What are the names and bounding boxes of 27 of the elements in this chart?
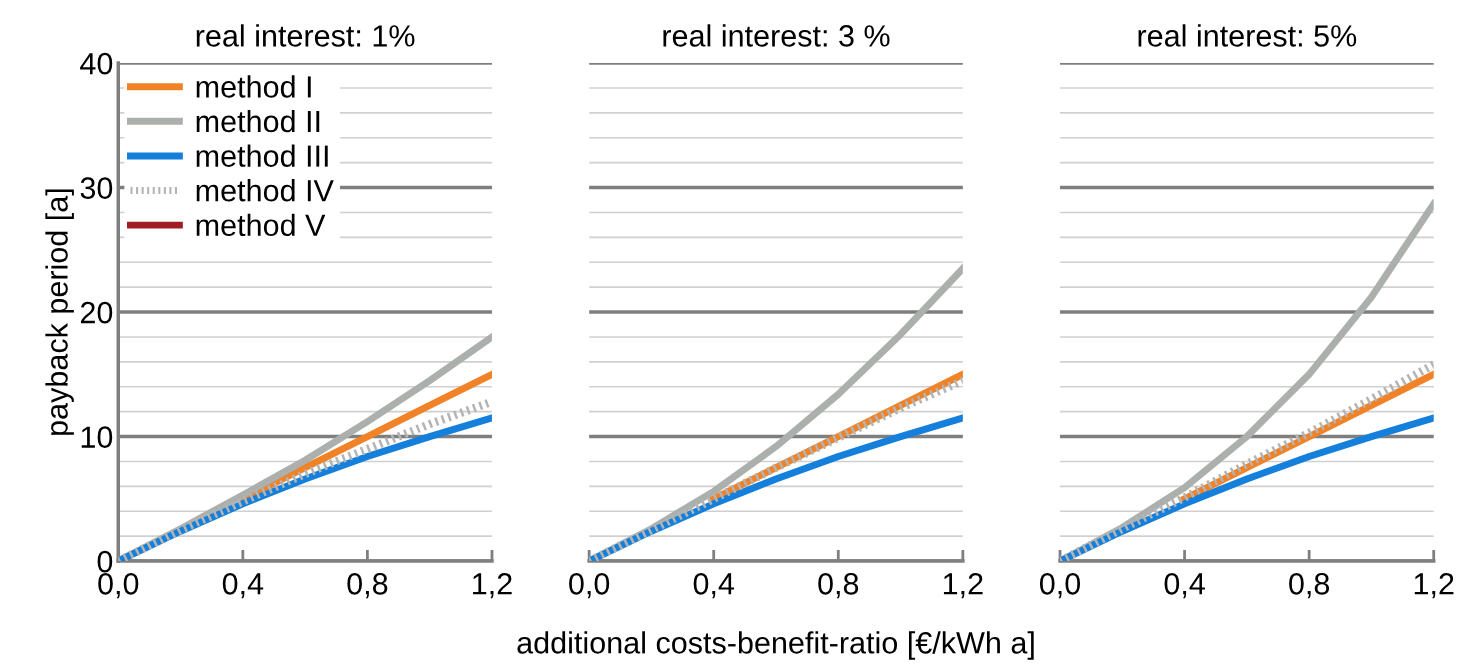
- x-axis-title: additional costs-benefit-ratio [€/kWh a]: [517, 631, 1034, 660]
- x-tick-label: 1,2: [1414, 573, 1454, 599]
- x-tick-label: 0,0: [1039, 573, 1081, 599]
- y-tick-label: 20: [80, 301, 113, 324]
- legend-label: method I: [196, 75, 311, 98]
- x-tick-label: 0,4: [1164, 573, 1205, 599]
- x-tick-label: 0,4: [222, 573, 264, 599]
- x-tick-label: 0,4: [693, 573, 735, 599]
- legend-label: method IV: [196, 179, 334, 202]
- chart-title: real interest: 5%: [1138, 24, 1357, 47]
- chart-title: real interest: 1%: [196, 24, 415, 47]
- x-tick-label: 1,2: [943, 573, 983, 599]
- chart-title: real interest: 3 %: [663, 24, 890, 47]
- legend-label: method III: [196, 144, 328, 167]
- x-tick-label: 1,2: [473, 573, 512, 599]
- y-axis-title: payback period [a]: [45, 189, 74, 435]
- x-tick-label: 0,8: [1289, 573, 1330, 599]
- x-tick-label: 0,8: [347, 573, 388, 599]
- x-tick-label: 0,0: [98, 573, 139, 599]
- x-tick-label: 0,0: [569, 573, 610, 599]
- y-tick-label: 10: [81, 426, 113, 448]
- y-tick-label: 40: [80, 52, 113, 75]
- legend-label: method V: [196, 213, 326, 237]
- y-tick-label: 30: [80, 177, 113, 199]
- x-tick-label: 0,8: [818, 573, 859, 599]
- y-tick-label: 0: [97, 550, 113, 573]
- legend-label: method II: [196, 109, 320, 133]
